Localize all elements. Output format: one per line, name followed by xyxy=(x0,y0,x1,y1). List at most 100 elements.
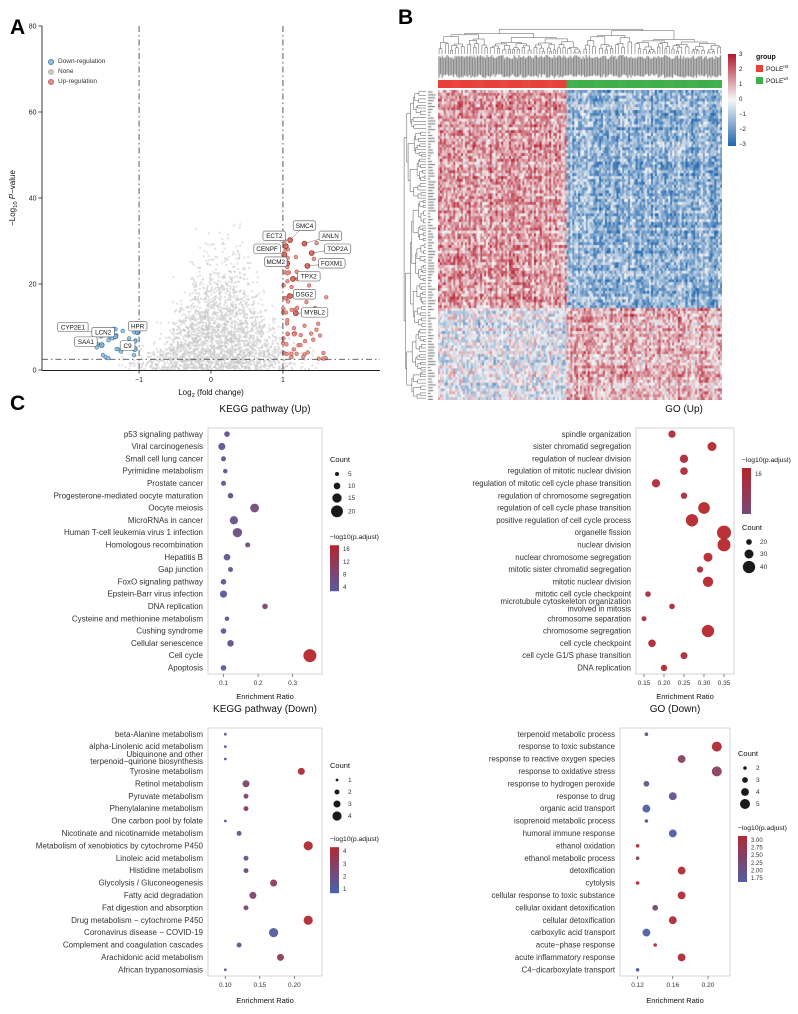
svg-text:p53 signaling pathway: p53 signaling pathway xyxy=(124,430,203,439)
svg-text:Hepatitis B: Hepatitis B xyxy=(164,553,203,562)
svg-text:0.25: 0.25 xyxy=(678,680,691,687)
svg-text:0.35: 0.35 xyxy=(718,680,731,687)
svg-text:humoral immune response: humoral immune response xyxy=(523,829,615,838)
svg-text:Cysteine and methionine metabo: Cysteine and methionine metabolism xyxy=(72,614,204,623)
svg-text:FoxO signaling pathway: FoxO signaling pathway xyxy=(118,577,203,586)
svg-text:response to drug: response to drug xyxy=(556,792,615,801)
go-down-chart: 0.12 0.16 0.20 Enrichment Ratio terpenoid me… xyxy=(489,727,787,1005)
svg-text:20: 20 xyxy=(29,281,37,288)
up-regulation-label: Up-regulation xyxy=(58,78,98,85)
svg-text:−log10(p.adjust): −log10(p.adjust) xyxy=(738,825,787,832)
heatmap-group-legend: group POLEmt POLEwt xyxy=(756,54,788,88)
svg-text:20: 20 xyxy=(348,508,356,515)
svg-text:3: 3 xyxy=(756,777,760,784)
svg-text:organic acid transport: organic acid transport xyxy=(540,804,616,813)
svg-text:2.75: 2.75 xyxy=(751,846,763,852)
svg-text:Prostate cancer: Prostate cancer xyxy=(147,479,203,488)
svg-text:80: 80 xyxy=(29,23,37,30)
colorbar-labels: 3 2 1 0 −1 −2 −3 xyxy=(739,52,746,148)
legend-item-down-regulation: Down-regulation xyxy=(48,58,105,65)
svg-text:0.3: 0.3 xyxy=(288,680,297,687)
group-legend-item-pole-wt: POLEwt xyxy=(756,76,788,85)
heatmap-cells xyxy=(438,90,722,400)
svg-text:2.25: 2.25 xyxy=(751,861,763,867)
svg-text:4: 4 xyxy=(343,585,347,591)
svg-text:microtubule cytoskeleton organ: microtubule cytoskeleton organization inv… xyxy=(501,597,632,613)
svg-text:Cell cycle: Cell cycle xyxy=(169,651,204,660)
svg-text:MYBL2: MYBL2 xyxy=(304,310,325,317)
svg-text:cellular response to toxic sub: cellular response to toxic substance xyxy=(491,891,615,900)
svg-text:response to reactive oxygen sp: response to reactive oxygen species xyxy=(489,755,615,764)
svg-text:SMC4: SMC4 xyxy=(296,223,314,230)
svg-text:DNA replication: DNA replication xyxy=(577,663,631,672)
svg-text:response to toxic substance: response to toxic substance xyxy=(518,742,615,751)
svg-text:2: 2 xyxy=(756,765,760,772)
down-regulation-label: Down-regulation xyxy=(58,58,106,65)
svg-text:60: 60 xyxy=(29,109,37,116)
svg-text:Gap junction: Gap junction xyxy=(158,565,203,574)
svg-text:Cushing syndrome: Cushing syndrome xyxy=(136,627,203,636)
svg-text:Epstein-Barr virus infection: Epstein-Barr virus infection xyxy=(107,590,203,599)
kegg-down-chart: 0.10 0.15 0.20 Enrichment Ratio beta-Alanine… xyxy=(36,727,379,1005)
svg-text:DNA replication: DNA replication xyxy=(148,602,203,611)
kegg-down-title: KEGG pathway (Down) xyxy=(213,704,317,715)
svg-text:10: 10 xyxy=(348,483,356,490)
svg-text:Metabolism of xenobiotics by c: Metabolism of xenobiotics by cytochrome … xyxy=(36,841,204,850)
svg-text:nuclear division: nuclear division xyxy=(577,540,631,549)
svg-text:cytolysis: cytolysis xyxy=(586,879,616,888)
panel-b-label: B xyxy=(398,6,414,29)
none-swatch xyxy=(48,68,54,75)
svg-text:Phenylalanine metabolism: Phenylalanine metabolism xyxy=(110,804,204,813)
dendrograms xyxy=(403,28,721,399)
svg-text:Log2 (fold change): Log2 (fold change) xyxy=(178,388,244,399)
pole-mt-swatch xyxy=(756,65,763,73)
svg-text:16: 16 xyxy=(343,547,350,553)
svg-text:chromosome segregation: chromosome segregation xyxy=(543,627,631,636)
svg-text:−1: −1 xyxy=(135,377,143,384)
svg-text:SAA1: SAA1 xyxy=(78,339,95,346)
svg-text:0.20: 0.20 xyxy=(658,680,671,687)
svg-text:organelle fission: organelle fission xyxy=(575,528,631,537)
svg-text:chromosome separation: chromosome separation xyxy=(547,614,631,623)
svg-text:4: 4 xyxy=(756,789,760,796)
svg-text:positive regulation of cell cy: positive regulation of cell cycle proces… xyxy=(496,516,631,525)
pole-wt-swatch xyxy=(756,77,763,85)
svg-text:16: 16 xyxy=(755,472,762,478)
svg-text:sister chromatid segregation: sister chromatid segregation xyxy=(533,442,631,451)
svg-text:0: 0 xyxy=(33,367,37,374)
down-regulation-swatch xyxy=(48,58,54,65)
go-up-chart: 0.15 0.20 0.25 0.30 0.35 Enrichment Ratio spin… xyxy=(472,427,791,701)
svg-text:4: 4 xyxy=(348,813,352,820)
group-legend-item-pole-mt: POLEmt xyxy=(756,64,788,73)
svg-text:0.1: 0.1 xyxy=(219,680,228,687)
svg-text:FOXM1: FOXM1 xyxy=(321,261,343,268)
kegg-up-chart: 0.1 0.2 0.3 Enrichment Ratio p53 signaling p… xyxy=(54,427,379,701)
svg-text:One carbon pool by folate: One carbon pool by folate xyxy=(111,817,203,826)
svg-text:DSG2: DSG2 xyxy=(296,292,314,299)
svg-text:TOP2A: TOP2A xyxy=(327,246,348,253)
svg-text:Complement and coagulation cas: Complement and coagulation cascades xyxy=(63,941,203,950)
svg-text:C9: C9 xyxy=(124,343,133,350)
svg-text:TPX2: TPX2 xyxy=(301,274,317,281)
heatmap-row-labels xyxy=(427,90,437,400)
svg-text:regulation of mitotic nuclear: regulation of mitotic nuclear division xyxy=(507,467,631,476)
svg-text:−log10(p.adjust): −log10(p.adjust) xyxy=(330,534,379,541)
go-down-title: GO (Down) xyxy=(649,704,701,715)
svg-text:0.15: 0.15 xyxy=(638,680,651,687)
svg-text:alpha-Linolenic acid metabolis: alpha-Linolenic acid metabolism xyxy=(89,742,203,751)
svg-text:2: 2 xyxy=(348,789,352,796)
svg-text:Pyruvate metabolism: Pyruvate metabolism xyxy=(128,792,203,801)
heatmap-column-labels xyxy=(438,55,722,79)
svg-text:CYP2E1: CYP2E1 xyxy=(61,324,86,331)
svg-text:cell cycle checkpoint: cell cycle checkpoint xyxy=(560,639,632,648)
svg-text:LCN2: LCN2 xyxy=(95,329,112,336)
volcano-axes: 0 20 40 60 80 −1 0 1 Log2 (fold change) −Log10 P−… xyxy=(8,23,380,399)
svg-text:Oocyte meiosis: Oocyte meiosis xyxy=(148,504,203,513)
colorbar-gradient xyxy=(728,54,736,146)
svg-text:MCM2: MCM2 xyxy=(266,259,285,266)
svg-text:Nicotinate and nicotinamide me: Nicotinate and nicotinamide metabolism xyxy=(62,829,204,838)
svg-text:terpenoid metabolic process: terpenoid metabolic process xyxy=(517,730,615,739)
svg-text:response to hydrogen peroxide: response to hydrogen peroxide xyxy=(508,779,616,788)
svg-text:0.15: 0.15 xyxy=(253,982,266,989)
go-up-title: GO (Up) xyxy=(665,404,703,415)
